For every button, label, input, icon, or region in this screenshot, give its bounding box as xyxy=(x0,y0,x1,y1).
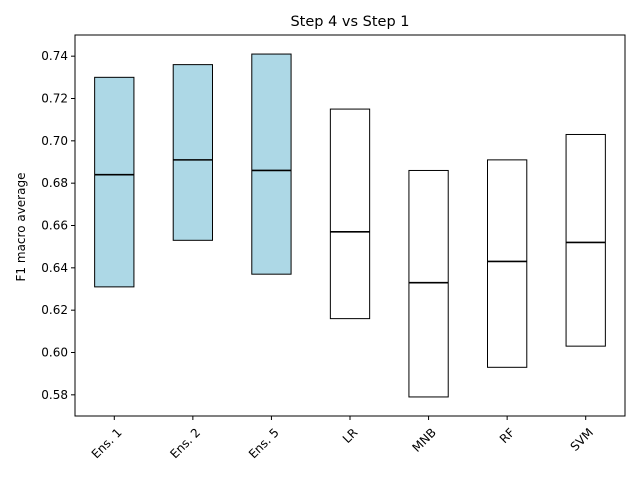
x-tick-label: MNB xyxy=(410,425,439,454)
x-tick-label: RF xyxy=(497,425,518,446)
box-rect xyxy=(172,64,214,241)
x-tick-label: Ens. 2 xyxy=(167,425,203,461)
box-rect xyxy=(565,133,606,347)
box-rect xyxy=(251,53,292,275)
y-tick-label: 0.72 xyxy=(41,92,68,106)
y-tick-label: 0.70 xyxy=(41,134,68,148)
box-group xyxy=(94,76,135,288)
box-rect xyxy=(487,159,528,368)
box-rect xyxy=(94,76,135,288)
x-axis-ticks: Ens. 1 Ens. 2 Ens. 5 LR MNB RF SVM xyxy=(89,416,596,461)
x-tick-label: Ens. 1 xyxy=(89,425,125,461)
box-group xyxy=(565,133,606,347)
box-rect xyxy=(408,169,449,398)
plot-area-frame xyxy=(74,34,626,417)
box-rect xyxy=(329,108,371,320)
box-group xyxy=(251,53,292,275)
y-tick-label: 0.62 xyxy=(41,303,68,317)
y-tick-label: 0.60 xyxy=(41,346,68,360)
box-group xyxy=(487,159,528,368)
chart-title: Step 4 vs Step 1 xyxy=(290,14,409,30)
box-group xyxy=(329,108,371,320)
box-group xyxy=(172,64,214,241)
y-axis-label: F1 macro average xyxy=(14,173,28,282)
y-tick-label: 0.74 xyxy=(41,49,68,63)
y-tick-label: 0.64 xyxy=(41,261,68,275)
x-tick-label: Ens. 5 xyxy=(246,425,282,461)
y-tick-label: 0.66 xyxy=(41,219,68,233)
y-axis-ticks: 0.58 0.60 0.62 0.64 0.66 0.68 0.70 0.72 0.74 xyxy=(41,49,75,402)
y-tick-label: 0.68 xyxy=(41,176,68,190)
boxes-layer xyxy=(94,53,606,398)
x-tick-label: LR xyxy=(340,425,361,446)
y-tick-label: 0.58 xyxy=(41,388,68,402)
box-group xyxy=(408,169,449,398)
x-tick-label: SVM xyxy=(568,425,596,453)
